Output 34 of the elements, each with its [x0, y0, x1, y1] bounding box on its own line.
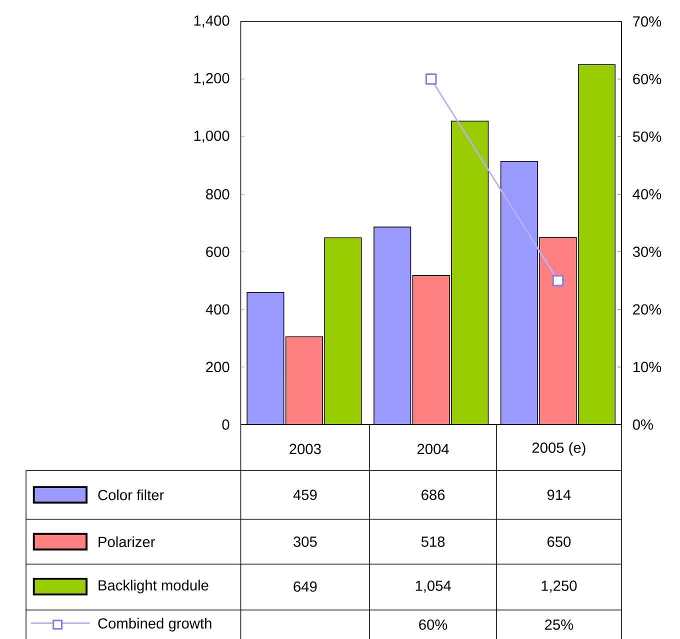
data-label: 649 — [294, 581, 317, 592]
legend-label: Color filter — [98, 489, 164, 500]
y-tick-label: 600 — [206, 246, 230, 257]
legend-label: Polarizer — [98, 536, 155, 547]
y-tick-label: 200 — [206, 362, 230, 372]
data-label: 459 — [293, 490, 317, 500]
data-label: 914 — [547, 490, 571, 500]
data-label: 1,250 — [542, 580, 577, 592]
data-label: 60% — [419, 619, 448, 630]
y2-tick-label: 40% — [632, 188, 662, 200]
y2-tick-label: 70% — [633, 16, 662, 26]
y2-tick-label: 0% — [632, 419, 653, 430]
y-tick-label: 1,400 — [194, 15, 230, 28]
data-label: 650 — [548, 536, 571, 547]
y-tick-label: 400 — [206, 304, 230, 314]
x-tick-label: 2005 (e) — [532, 442, 586, 456]
y2-tick-label: 30% — [632, 246, 662, 257]
legend-label: Backlight module — [98, 580, 208, 594]
legend-label: Combined growth — [98, 618, 212, 632]
data-label: 25% — [545, 619, 574, 630]
y2-tick-label: 10% — [633, 362, 662, 372]
y2-tick-label: 20% — [633, 304, 662, 314]
y2-tick-label: 50% — [632, 131, 662, 142]
x-tick-label: 2004 — [418, 444, 449, 454]
data-label: 1,054 — [416, 580, 451, 592]
data-label: 686 — [422, 490, 445, 500]
y-tick-label: 1,000 — [194, 130, 230, 143]
data-label: 305 — [294, 536, 317, 547]
data-label: 518 — [421, 536, 445, 547]
y2-tick-label: 60% — [633, 74, 662, 84]
x-tick-label: 2003 — [290, 444, 321, 454]
y-tick-label: 1,200 — [194, 72, 230, 85]
y-tick-label: 0 — [222, 419, 230, 430]
y-tick-label: 800 — [206, 188, 230, 200]
